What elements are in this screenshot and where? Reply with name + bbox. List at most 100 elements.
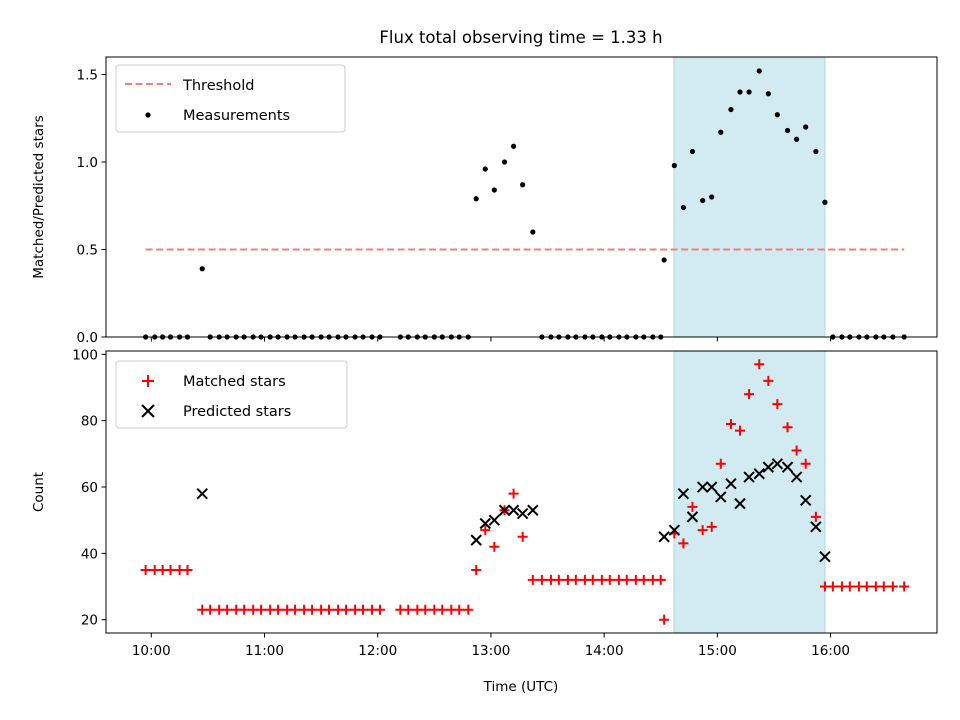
matched-star-point: [800, 458, 811, 469]
matched-star-point: [273, 604, 284, 615]
counts-panel: 20 40 60 80 100 10:00 11:00 12:00 13:00 14:00 15:…: [31, 347, 938, 695]
matched-star-point: [517, 531, 528, 542]
measurement-point: [803, 124, 809, 130]
matched-star-point: [454, 604, 465, 615]
matched-star-point: [553, 574, 564, 585]
matched-star-point: [791, 445, 802, 456]
matched-star-point: [861, 581, 872, 592]
matched-star-point: [827, 581, 838, 592]
predicted-star-point: [790, 471, 803, 483]
measurement-point: [199, 266, 205, 272]
observing-span-shade: [673, 56, 826, 338]
matched-star-point: [239, 604, 250, 615]
predicted-stars-points: [196, 458, 831, 563]
measurement-point: [530, 229, 536, 235]
matched-star-point: [256, 604, 267, 615]
y-tick-label: 0.0: [77, 330, 98, 346]
matched-star-point: [655, 574, 666, 585]
measurement-point: [709, 194, 715, 200]
matched-stars-points: [140, 359, 910, 625]
x-tick-label: 10:00: [132, 643, 171, 659]
y-tick-label: 60: [81, 480, 98, 496]
predicted-star-point: [715, 491, 727, 503]
matched-star-point: [140, 564, 151, 575]
matched-star-point: [205, 604, 216, 615]
matched-star-point: [403, 604, 414, 615]
matched-star-point: [706, 521, 717, 532]
ratio-y-ticks: 0.0 0.5 1.0 1.5: [77, 68, 106, 346]
ratio-legend: Threshold Measurements: [115, 64, 346, 133]
matched-star-point: [587, 574, 598, 585]
matched-star-point: [307, 604, 318, 615]
ratio-legend-box: [115, 64, 346, 133]
predicted-star-point: [527, 504, 539, 516]
predicted-star-point: [799, 494, 812, 507]
predicted-star-point: [743, 471, 755, 483]
measurement-point: [784, 127, 791, 134]
predicted-star-point: [819, 550, 831, 563]
matched-star-point: [763, 375, 774, 386]
predicted-star-point: [479, 517, 491, 530]
predicted-star-point: [810, 521, 822, 533]
matched-star-point: [324, 604, 335, 615]
predicted-star-point: [507, 504, 520, 516]
y-tick-label: 1.0: [77, 155, 98, 171]
matched-star-point: [182, 564, 193, 575]
measurement-point: [765, 91, 771, 97]
predicted-star-point: [771, 458, 784, 470]
matched-star-point: [374, 604, 385, 615]
matched-star-point: [887, 581, 898, 592]
measurement-point: [501, 159, 508, 165]
matched-star-point: [735, 425, 746, 436]
x-tick-label: 15:00: [698, 643, 737, 659]
y-tick-label: 1.5: [77, 68, 98, 84]
predicted-star-point: [781, 461, 794, 473]
matched-star-point: [290, 604, 301, 615]
measurement-point: [482, 166, 488, 172]
predicted-star-point: [686, 511, 699, 523]
matched-star-point: [527, 574, 538, 585]
measurement-point: [756, 68, 762, 74]
x-tick-label: 12:00: [358, 643, 397, 659]
ratio-y-axis-label: Matched/Predicted stars: [31, 115, 47, 278]
matched-star-point: [782, 422, 793, 433]
x-tick-label: 14:00: [585, 643, 624, 659]
matched-star-point: [659, 614, 670, 625]
x-tick-label: 11:00: [245, 643, 284, 659]
matched-star-point: [341, 604, 352, 615]
measurement-point: [728, 106, 734, 113]
measurement-point: [661, 257, 667, 263]
matched-star-point: [222, 604, 233, 615]
matched-star-point: [678, 538, 689, 549]
predicted-star-point: [696, 481, 709, 493]
measurement-point: [794, 136, 800, 142]
predicted-star-point: [498, 504, 511, 516]
matched-star-point: [844, 581, 855, 592]
counts-x-ticks: 10:00 11:00 12:00 13:00 14:00 15:00 16:00: [132, 633, 850, 659]
y-tick-label: 20: [81, 613, 98, 629]
predicted-star-point: [470, 534, 482, 546]
predicted-star-point: [725, 477, 737, 490]
matched-legend-swatch: [142, 375, 154, 387]
predicted-legend-swatch: [141, 404, 155, 418]
predicted-star-point: [753, 468, 765, 480]
threshold-legend-label: Threshold: [182, 78, 254, 94]
matched-star-point: [638, 574, 649, 585]
matched-star-point: [437, 604, 448, 615]
measurement-point: [473, 196, 479, 202]
matched-star-point: [725, 418, 736, 429]
matched-star-point: [715, 458, 726, 469]
ratio-panel: 0.0 0.5 1.0 1.5 Matched/Predicted stars Thr…: [31, 56, 938, 346]
matched-star-point: [604, 574, 615, 585]
measurement-point: [737, 89, 743, 95]
measurement-point: [813, 148, 819, 155]
measurement-point: [671, 162, 677, 169]
y-tick-label: 80: [81, 414, 98, 430]
matched-star-point: [878, 581, 889, 592]
measurement-point: [520, 182, 526, 188]
predicted-legend-label: Predicted stars: [183, 404, 291, 420]
measurement-point: [680, 204, 686, 211]
measurement-point: [774, 112, 780, 118]
matched-star-point: [899, 581, 910, 592]
measurement-point: [689, 148, 696, 155]
